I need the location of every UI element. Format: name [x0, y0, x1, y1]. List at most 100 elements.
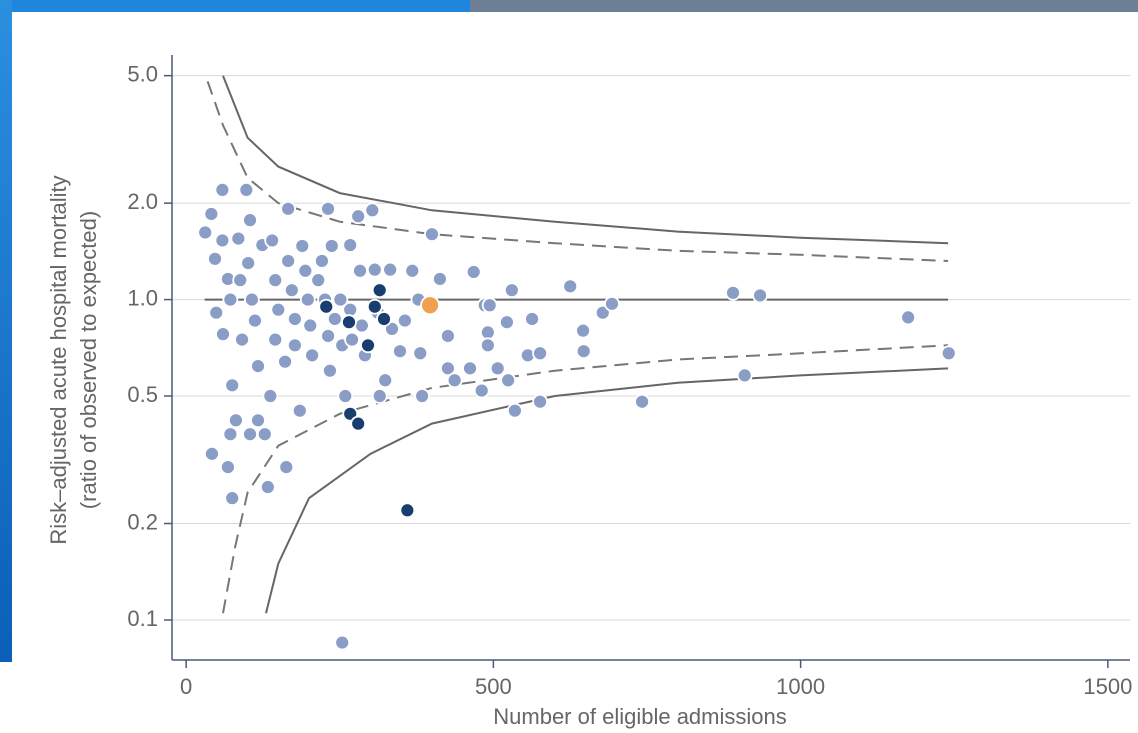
y-tick-label: 5.0 — [127, 61, 158, 86]
point — [393, 344, 407, 358]
point — [215, 233, 229, 247]
point — [726, 286, 740, 300]
point — [315, 254, 329, 268]
point — [279, 460, 293, 474]
point — [533, 395, 547, 409]
point — [398, 314, 412, 328]
point — [328, 312, 342, 326]
point — [263, 389, 277, 403]
x-tick-label: 1500 — [1083, 674, 1132, 699]
point — [248, 314, 262, 328]
chart: Number of eligible admissions Risk–adjus… — [0, 0, 1138, 733]
point — [209, 306, 223, 320]
point — [233, 273, 247, 287]
point — [204, 207, 218, 221]
photo-strip — [470, 0, 1138, 12]
y-axis-label: (ratio of observed to expected) — [76, 211, 101, 509]
x-axis-label: Number of eligible admissions — [493, 704, 786, 729]
point — [448, 373, 462, 387]
point — [343, 238, 357, 252]
control-limit — [223, 345, 948, 613]
point — [325, 239, 339, 253]
point — [198, 225, 212, 239]
point — [338, 389, 352, 403]
point — [265, 233, 279, 247]
point — [288, 338, 302, 352]
point — [311, 273, 325, 287]
point — [481, 338, 495, 352]
y-axis-label: Risk–adjusted acute hospital mortality — [46, 175, 71, 544]
point — [268, 273, 282, 287]
point — [261, 480, 275, 494]
point — [355, 319, 369, 333]
point — [605, 297, 619, 311]
point — [368, 300, 382, 314]
y-tick-label: 0.5 — [127, 382, 158, 407]
point — [243, 213, 257, 227]
point — [225, 378, 239, 392]
point — [231, 232, 245, 246]
point — [241, 256, 255, 270]
point — [321, 329, 335, 343]
point — [351, 209, 365, 223]
point — [251, 359, 265, 373]
point — [365, 203, 379, 217]
point — [413, 346, 427, 360]
y-tick-label: 0.1 — [127, 606, 158, 631]
point — [301, 293, 315, 307]
point — [251, 413, 265, 427]
point — [505, 283, 519, 297]
point — [635, 395, 649, 409]
point — [383, 263, 397, 277]
point — [245, 293, 259, 307]
point — [268, 333, 282, 347]
point — [221, 460, 235, 474]
point — [738, 368, 752, 382]
side-strip — [0, 0, 12, 662]
point — [377, 312, 391, 326]
point — [467, 265, 481, 279]
point — [415, 389, 429, 403]
y-tick-label: 2.0 — [127, 189, 158, 214]
y-tick-label: 0.2 — [127, 509, 158, 534]
point — [508, 404, 522, 418]
point — [421, 296, 439, 314]
point — [901, 310, 915, 324]
point — [405, 264, 419, 278]
control-limit — [266, 368, 948, 613]
point — [373, 389, 387, 403]
point — [305, 348, 319, 362]
point — [533, 346, 547, 360]
point — [223, 293, 237, 307]
point — [278, 355, 292, 369]
point — [215, 183, 229, 197]
point — [491, 361, 505, 375]
point — [483, 298, 497, 312]
point — [481, 325, 495, 339]
control-limit — [208, 81, 949, 261]
point — [345, 333, 359, 347]
control-limit — [223, 76, 948, 244]
point — [229, 413, 243, 427]
y-tick-label: 1.0 — [127, 285, 158, 310]
point — [433, 272, 447, 286]
point — [342, 315, 356, 329]
point — [576, 324, 590, 338]
point — [323, 364, 337, 378]
point — [295, 239, 309, 253]
banner — [0, 0, 470, 12]
point — [501, 373, 515, 387]
x-tick-label: 1000 — [776, 674, 825, 699]
point — [368, 263, 382, 277]
point — [378, 373, 392, 387]
point — [400, 503, 414, 517]
point — [281, 254, 295, 268]
point — [942, 346, 956, 360]
point — [563, 279, 577, 293]
point — [208, 252, 222, 266]
point — [288, 312, 302, 326]
point — [373, 283, 387, 297]
point — [281, 202, 295, 216]
point — [293, 404, 307, 418]
point — [475, 384, 489, 398]
